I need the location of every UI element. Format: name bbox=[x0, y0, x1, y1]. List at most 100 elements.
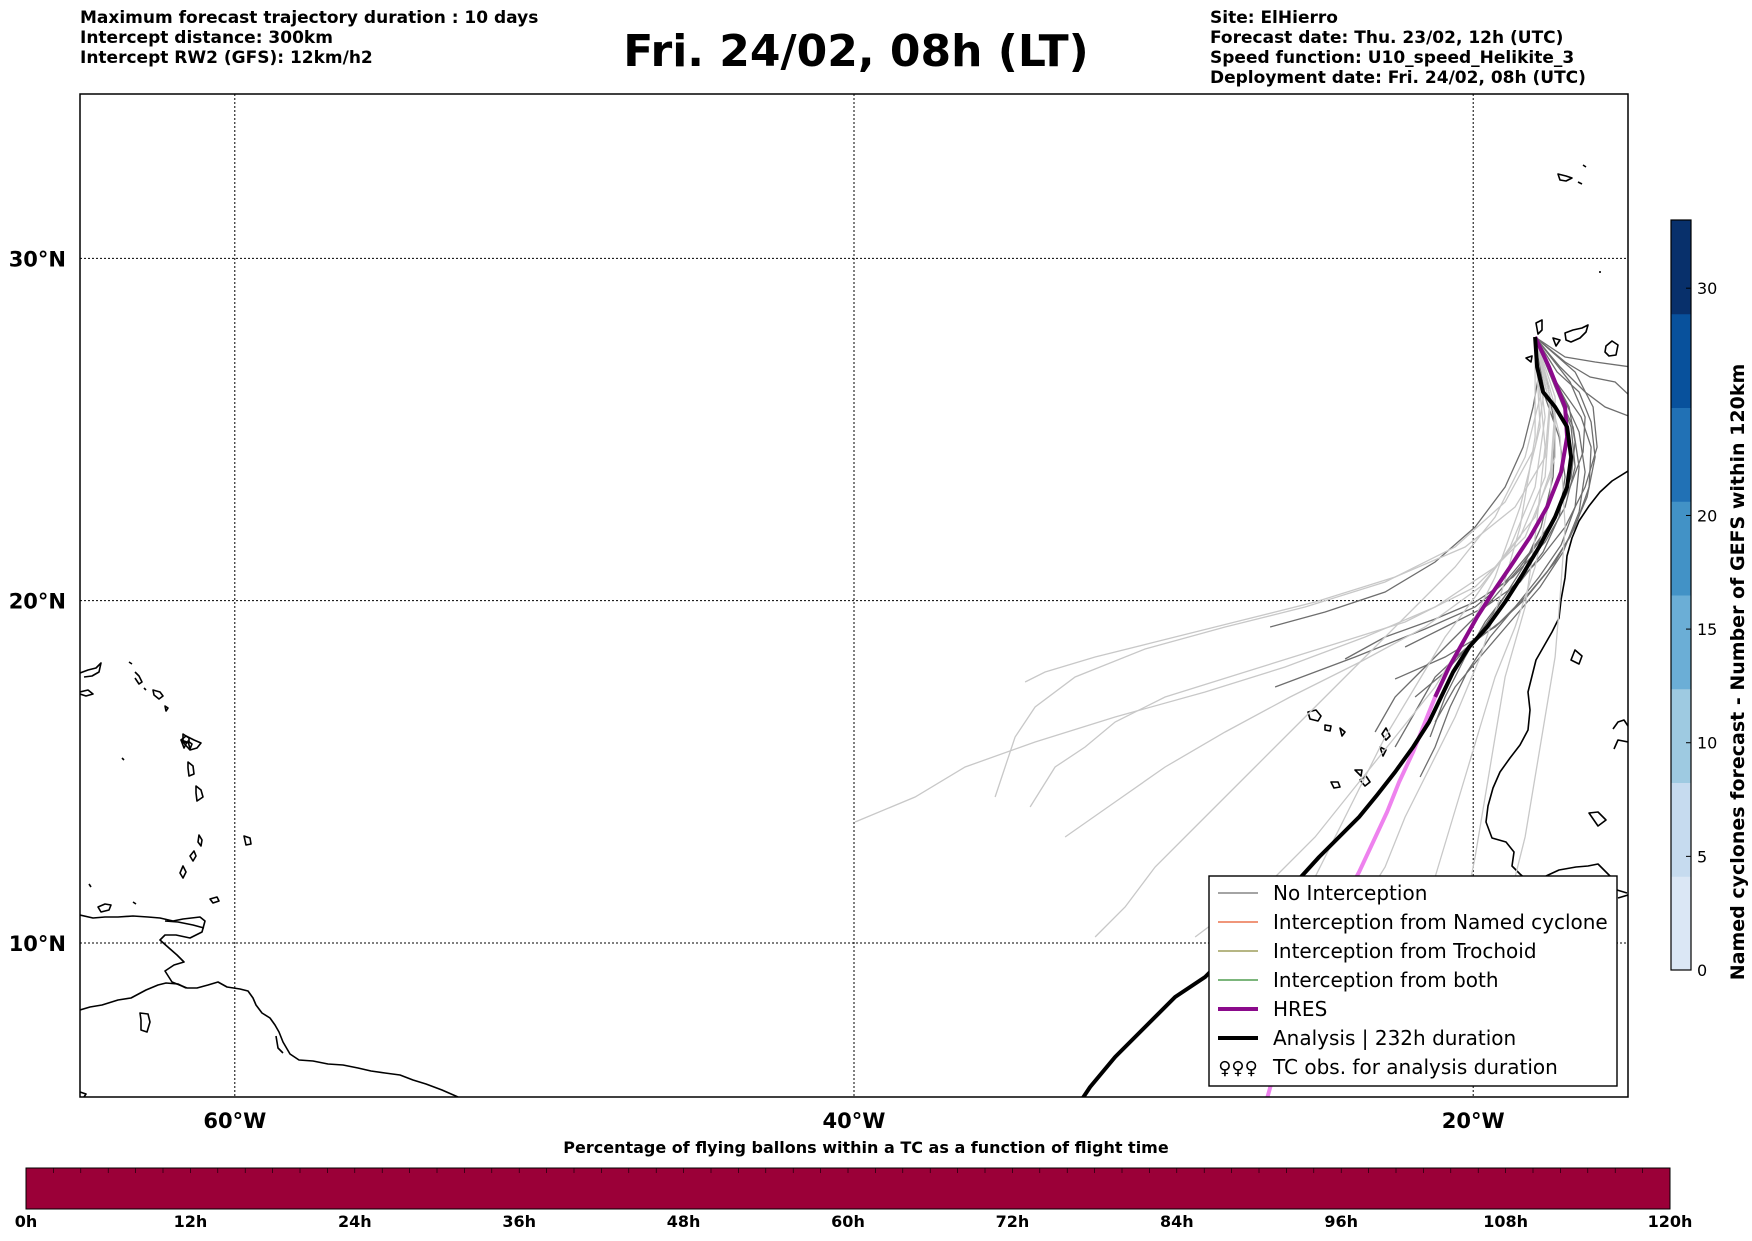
coastline-segment bbox=[139, 1012, 151, 1033]
percentage-bar-fill bbox=[25, 1167, 1671, 1210]
trajectory-analysis bbox=[1081, 336, 1574, 1097]
coastline-segment bbox=[164, 705, 169, 712]
header-right-line: Forecast date: Thu. 23/02, 12h (UTC) bbox=[1210, 28, 1564, 48]
colorbar-segment bbox=[1671, 595, 1691, 690]
colorbar-tick-label: 10 bbox=[1697, 734, 1717, 753]
coastline-segment bbox=[209, 896, 220, 904]
coastline-segment bbox=[80, 689, 94, 697]
coastline-segment bbox=[88, 883, 92, 888]
colorbar-segment bbox=[1671, 407, 1691, 502]
colorbar-segment bbox=[1671, 220, 1691, 315]
coastline-segment bbox=[1324, 724, 1332, 732]
coastline-segment bbox=[121, 757, 125, 761]
coastline-segment bbox=[189, 850, 197, 862]
coastline-segment bbox=[180, 735, 202, 751]
coastline-segment bbox=[243, 835, 252, 846]
trajectory-no-interception bbox=[1429, 336, 1598, 738]
coastline-segment bbox=[1577, 181, 1583, 185]
colorbar-segment bbox=[1671, 876, 1691, 971]
coastline-segment bbox=[1485, 470, 1628, 905]
trajectory-no-interception bbox=[1534, 336, 1628, 368]
colorbar-tick-label: 0 bbox=[1697, 961, 1707, 980]
flight-time-label: 12h bbox=[174, 1212, 208, 1231]
coastline-segment bbox=[132, 901, 137, 905]
coastline-segment bbox=[134, 671, 143, 685]
header-right-info: Site: ElHierro Forecast date: Thu. 23/02… bbox=[1210, 8, 1586, 88]
coastline-segment bbox=[80, 662, 102, 678]
colorbar-tick-label: 30 bbox=[1697, 279, 1717, 298]
coastline-segment bbox=[187, 740, 193, 750]
flight-time-label: 84h bbox=[1160, 1212, 1194, 1231]
legend-box bbox=[1208, 875, 1618, 1087]
coastline-segment bbox=[1582, 164, 1587, 168]
flight-time-label: 0h bbox=[15, 1212, 38, 1231]
colorbar-segment bbox=[1671, 313, 1691, 408]
coastline-segment bbox=[1604, 340, 1619, 357]
legend-label: Interception from Trochoid bbox=[1273, 939, 1537, 963]
trajectory-no-interception bbox=[1419, 336, 1580, 778]
trajectory-no-interception bbox=[1269, 336, 1541, 628]
colorbar-segment bbox=[1671, 782, 1691, 877]
header-left-line: Intercept distance: 300km bbox=[80, 28, 333, 48]
trajectory-hres bbox=[1433, 336, 1570, 698]
coastline-segment bbox=[1617, 894, 1628, 899]
coastline-segment bbox=[1588, 811, 1607, 827]
colorbar-tick-label: 5 bbox=[1697, 847, 1707, 866]
tc-percentage-bar: 0h 12h 24h 36h 48h 60h 72h 84h 96h 108h 120h bbox=[15, 1167, 1692, 1231]
trajectory-no-interception bbox=[994, 336, 1546, 798]
legend-label: Interception from both bbox=[1273, 968, 1499, 992]
flight-time-label: 60h bbox=[831, 1212, 865, 1231]
flight-time-label: 96h bbox=[1324, 1212, 1358, 1231]
coastline-segment bbox=[1613, 739, 1628, 750]
header-right-line: Speed function: U10_speed_Helikite_3 bbox=[1210, 48, 1575, 68]
colorbar-segment bbox=[1671, 688, 1691, 783]
coastline-segment bbox=[275, 1035, 284, 1054]
header-left-info: Maximum forecast trajectory duration : 1… bbox=[80, 8, 538, 68]
bottom-bar-title: Percentage of flying ballons within a TC… bbox=[563, 1138, 1169, 1157]
coastline-segment bbox=[1354, 769, 1363, 777]
trajectory-no-interception bbox=[1064, 336, 1551, 838]
coastline-segment bbox=[80, 982, 187, 1011]
longitude-label: 20°W bbox=[1442, 1109, 1505, 1133]
legend: No Interception Interception from Named c… bbox=[1208, 875, 1618, 1087]
axis-labels: 30°N 20°N 10°N 60°W 40°W 20°W bbox=[9, 247, 1505, 1133]
colorbar-tick-label: 15 bbox=[1697, 620, 1717, 639]
trajectory-no-interception bbox=[1024, 336, 1551, 683]
latitude-label: 30°N bbox=[9, 247, 66, 271]
coastline-segment bbox=[1307, 709, 1322, 722]
flight-time-label: 24h bbox=[338, 1212, 372, 1231]
coastline-segment bbox=[1612, 719, 1628, 730]
flight-time-label: 48h bbox=[667, 1212, 701, 1231]
tc-symbol-icon: ♀♀♀ bbox=[1218, 1058, 1258, 1079]
coastline-segment bbox=[1535, 319, 1543, 335]
coastline-segment bbox=[195, 785, 204, 802]
header-left-line: Maximum forecast trajectory duration : 1… bbox=[80, 8, 539, 28]
cyclone-count-colorbar: 0 5 10 15 20 30 bbox=[1670, 219, 1717, 980]
legend-label: Interception from Named cyclone bbox=[1273, 910, 1608, 934]
latitude-label: 10°N bbox=[9, 932, 66, 956]
coastline-segment bbox=[1339, 727, 1346, 737]
header-left-line: Intercept RW2 (GFS): 12km/h2 bbox=[80, 48, 373, 68]
colorbar-frame bbox=[1670, 219, 1692, 971]
map-title: Fri. 24/02, 08h (LT) bbox=[623, 26, 1089, 77]
coastlines bbox=[80, 164, 1628, 1097]
colorbar-tick-label: 20 bbox=[1697, 506, 1717, 525]
coastline-segment bbox=[187, 761, 195, 777]
flight-time-label: 108h bbox=[1483, 1212, 1528, 1231]
coastline-segment bbox=[164, 920, 205, 929]
coastline-segment bbox=[179, 865, 187, 879]
coastline-segment bbox=[1525, 355, 1533, 363]
coastline-segment bbox=[1379, 746, 1387, 757]
trajectory-no-interception bbox=[1094, 336, 1541, 938]
coastline-segment bbox=[97, 903, 112, 913]
coastline-segment bbox=[1330, 781, 1341, 789]
flight-time-label: 36h bbox=[502, 1212, 536, 1231]
trajectory-no-interception bbox=[1494, 336, 1566, 948]
trajectory-no-interception bbox=[1394, 336, 1592, 748]
coastline-segment bbox=[143, 687, 147, 691]
legend-label: HRES bbox=[1273, 997, 1327, 1021]
header-right-line: Deployment date: Fri. 24/02, 08h (UTC) bbox=[1210, 68, 1586, 88]
legend-label: No Interception bbox=[1273, 881, 1427, 905]
trajectory-no-interception bbox=[1029, 336, 1556, 808]
